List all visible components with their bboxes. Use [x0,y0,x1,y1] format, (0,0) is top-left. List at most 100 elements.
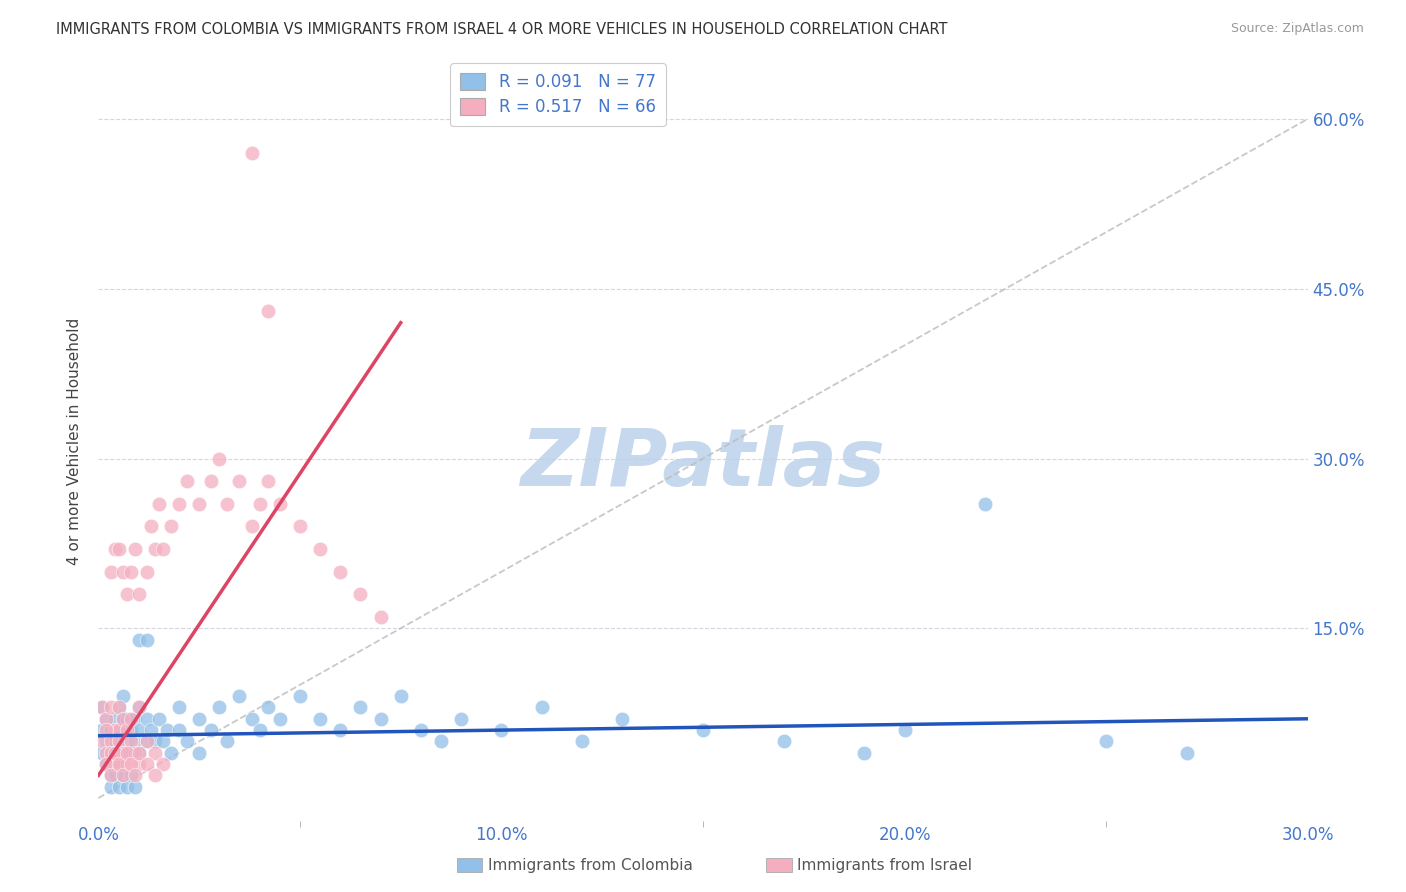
Point [143,734,166,748]
Point [100,768,122,782]
Point [135,712,157,726]
Point [208,700,231,714]
Point [176,474,198,488]
Point [389,689,412,703]
Point [124,780,146,794]
Point [100,768,122,782]
Point [269,712,291,726]
Point [135,734,157,748]
Point [100,780,122,794]
Point [128,723,150,738]
Point [96,746,118,760]
Point [188,497,211,511]
Point [111,768,134,782]
Point [1175,746,1198,760]
Point [107,723,129,738]
Point [329,723,352,738]
Point [217,497,239,511]
Point [107,700,129,714]
Point [571,734,593,748]
Point [530,700,553,714]
Point [100,734,122,748]
Text: Immigrants from Colombia: Immigrants from Colombia [488,858,693,872]
Point [167,723,190,738]
Point [228,474,250,488]
Point [91,746,114,760]
Point [309,542,332,557]
Point [103,712,125,726]
Point [240,145,263,160]
Point [188,746,211,760]
Point [103,734,125,748]
Point [120,768,142,782]
Point [143,542,166,557]
Text: Immigrants from Israel: Immigrants from Israel [797,858,972,872]
Point [349,700,371,714]
Point [103,768,125,782]
Point [167,497,190,511]
Text: IMMIGRANTS FROM COLOMBIA VS IMMIGRANTS FROM ISRAEL 4 OR MORE VEHICLES IN HOUSEHO: IMMIGRANTS FROM COLOMBIA VS IMMIGRANTS F… [56,22,948,37]
Point [152,734,174,748]
Point [91,723,114,738]
Legend: R = 0.091   N = 77, R = 0.517   N = 66: R = 0.091 N = 77, R = 0.517 N = 66 [450,63,665,126]
Point [128,587,150,601]
Point [120,746,142,760]
Point [96,712,118,726]
Point [115,746,138,760]
Point [100,746,122,760]
Point [111,746,134,760]
Point [111,746,134,760]
Point [256,700,278,714]
Point [139,723,162,738]
Point [115,757,138,772]
Point [188,712,211,726]
Point [115,780,138,794]
Point [176,734,198,748]
Point [96,757,118,772]
Point [269,497,291,511]
Point [612,712,634,726]
Point [329,565,352,579]
Point [100,565,122,579]
Point [128,746,150,760]
Point [1095,734,1118,748]
Point [103,542,125,557]
Point [120,712,142,726]
Point [249,723,271,738]
Point [103,723,125,738]
Point [107,734,129,748]
Text: ZIPatlas: ZIPatlas [520,425,886,503]
Point [115,712,138,726]
Point [103,746,125,760]
Point [120,723,142,738]
Point [256,474,278,488]
Point [107,700,129,714]
Point [115,587,138,601]
Point [139,519,162,533]
Point [152,757,174,772]
Point [240,712,263,726]
Point [96,757,118,772]
Point [249,497,271,511]
Point [135,565,157,579]
Point [430,734,453,748]
Point [491,723,513,738]
Point [135,632,157,647]
Point [156,723,179,738]
Point [111,712,134,726]
Point [96,712,118,726]
Point [370,610,392,624]
Point [115,723,138,738]
Point [103,757,125,772]
Point [135,734,157,748]
Point [111,712,134,726]
Y-axis label: 4 or more Vehicles in Household: 4 or more Vehicles in Household [67,318,83,566]
Point [100,746,122,760]
Point [135,757,157,772]
Point [100,700,122,714]
Point [893,723,915,738]
Point [256,304,278,318]
Point [128,746,150,760]
Point [107,757,129,772]
Point [96,734,118,748]
